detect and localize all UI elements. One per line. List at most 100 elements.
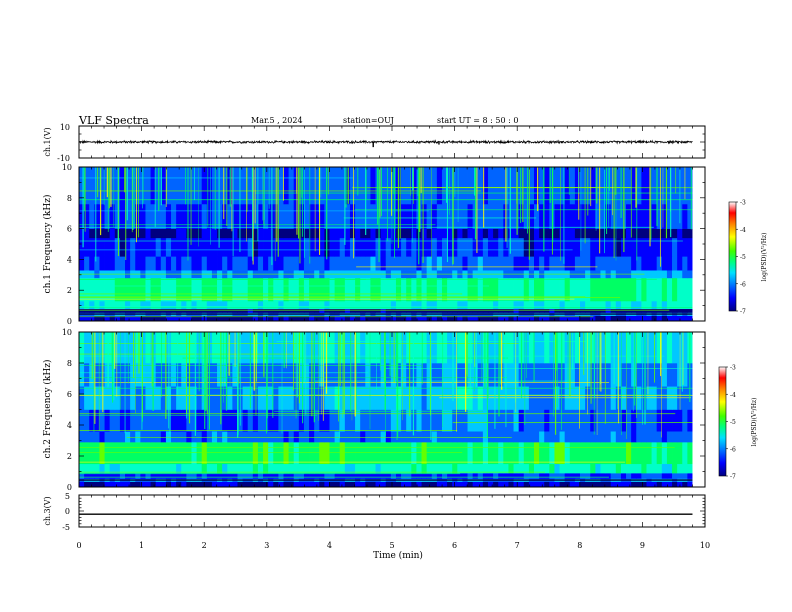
spectrogram-cell — [626, 300, 632, 309]
spectrogram-cell — [421, 332, 428, 364]
spectrogram-cell — [222, 409, 228, 432]
spectrogram-cell — [482, 203, 489, 229]
spectrogram-cell — [472, 463, 479, 474]
spectrogram-cell — [436, 256, 443, 271]
spectrogram-cell — [590, 308, 596, 313]
spectrogram-cell — [416, 409, 422, 432]
spectrogram-cell — [84, 237, 90, 257]
spectrogram-cell — [89, 203, 95, 229]
spectrogram-cell — [482, 315, 489, 322]
spectrogram-cell — [610, 228, 617, 239]
spectrogram-cell — [89, 442, 95, 465]
spectrogram-cell — [273, 473, 279, 479]
spectrogram-cell — [441, 473, 448, 479]
spectrogram-cell — [523, 203, 530, 229]
spectrogram-cell — [626, 473, 632, 479]
colorbar-tick-label: -4 — [730, 392, 736, 399]
spectrogram-cell — [574, 167, 581, 205]
spectrogram-cell — [646, 332, 652, 364]
spectrogram-cell — [406, 167, 412, 205]
spectrogram-cell — [416, 300, 422, 309]
spectrogram-cell — [482, 332, 489, 364]
spectrogram-cell — [360, 463, 366, 474]
spectrogram-cell — [493, 228, 499, 239]
spectrogram-cell — [334, 409, 341, 432]
spectrogram-cell — [370, 386, 376, 410]
spectrogram-cell — [539, 203, 545, 229]
spectrogram-cell — [580, 363, 586, 387]
spectrogram-cell — [283, 431, 289, 443]
spectrogram-cell — [130, 237, 136, 257]
spectrogram-cell — [227, 315, 233, 322]
spectrogram-cell — [334, 167, 341, 205]
spectrogram-cell — [186, 256, 192, 271]
spectrogram-cell — [171, 277, 177, 302]
spectrogram-cell — [620, 463, 627, 474]
spectrogram-cell — [534, 167, 540, 205]
spectrogram-cell — [314, 228, 320, 239]
spectrogram-cell — [222, 228, 228, 239]
spectrogram-cell — [508, 300, 514, 309]
spectrogram-cell — [222, 203, 228, 229]
spectrogram-cell — [493, 481, 499, 488]
spectrogram-cell — [104, 203, 111, 229]
spectrogram-cell — [605, 332, 612, 364]
spectrogram-cell — [370, 237, 376, 257]
spectrogram-cell — [84, 386, 90, 410]
spectrogram-cell — [569, 237, 576, 257]
freq-tick-label: 10 — [62, 328, 72, 337]
spectrogram-cell — [114, 442, 121, 465]
spectrogram-cell — [94, 386, 100, 410]
spectrogram-cell — [651, 167, 658, 205]
spectrogram-cell — [298, 237, 305, 257]
spectrogram-cell — [176, 386, 182, 410]
spectrogram-cell — [559, 167, 566, 205]
spectrogram-cell — [94, 315, 100, 322]
spectrogram-cell — [605, 308, 612, 313]
spectrogram-cell — [298, 228, 305, 239]
spectrogram-cell — [554, 228, 560, 239]
spectrogram-cell — [605, 228, 612, 239]
spectrogram-cell — [339, 167, 346, 205]
spectrogram-cell — [580, 228, 586, 239]
spectrogram-cell — [559, 308, 566, 313]
spectrogram-cell — [160, 473, 167, 479]
spectrogram-cell — [160, 228, 167, 239]
spectrogram-cell — [528, 442, 535, 465]
spectrogram-cell — [94, 237, 100, 257]
spectrogram-cell — [610, 167, 617, 205]
spectrogram-cell — [641, 228, 647, 239]
spectrogram-cell — [687, 481, 693, 488]
spectrogram-cell — [498, 228, 504, 239]
spectrogram-cell — [104, 442, 111, 465]
spectrogram-cell — [380, 442, 387, 465]
spectrogram-cell — [160, 463, 167, 474]
spectrogram-blank — [692, 167, 705, 321]
spectrogram-cell — [406, 463, 412, 474]
spectrogram-cell — [298, 277, 305, 302]
spectrogram-cell — [303, 167, 310, 205]
spectrogram-cell — [436, 237, 443, 257]
spectrogram-cell — [615, 167, 622, 205]
spectrogram-cell — [498, 203, 504, 229]
spectrogram-cell — [309, 315, 315, 322]
spectrogram-cell — [508, 463, 514, 474]
spectrogram-cell — [523, 431, 530, 443]
spectrogram-cell — [104, 463, 111, 474]
spectrogram-cell — [79, 386, 85, 410]
spectrogram-cell — [263, 481, 269, 488]
spectrogram-cell — [365, 481, 371, 488]
spectrogram-cell — [303, 409, 310, 432]
spectrogram-cell — [666, 228, 673, 239]
spectrogram-cell — [426, 203, 433, 229]
spectrogram-cell — [293, 315, 300, 322]
spectrogram-cell — [298, 308, 305, 313]
spectrogram-cell — [385, 442, 392, 465]
spectrogram-cell — [457, 473, 463, 479]
spectrogram-cell — [365, 300, 371, 309]
spectrogram-cell — [508, 363, 514, 387]
spectrogram-cell — [365, 167, 371, 205]
time-tick-label: 9 — [640, 541, 645, 550]
spectrogram-cell — [574, 203, 581, 229]
spectrogram-cell — [682, 300, 688, 309]
